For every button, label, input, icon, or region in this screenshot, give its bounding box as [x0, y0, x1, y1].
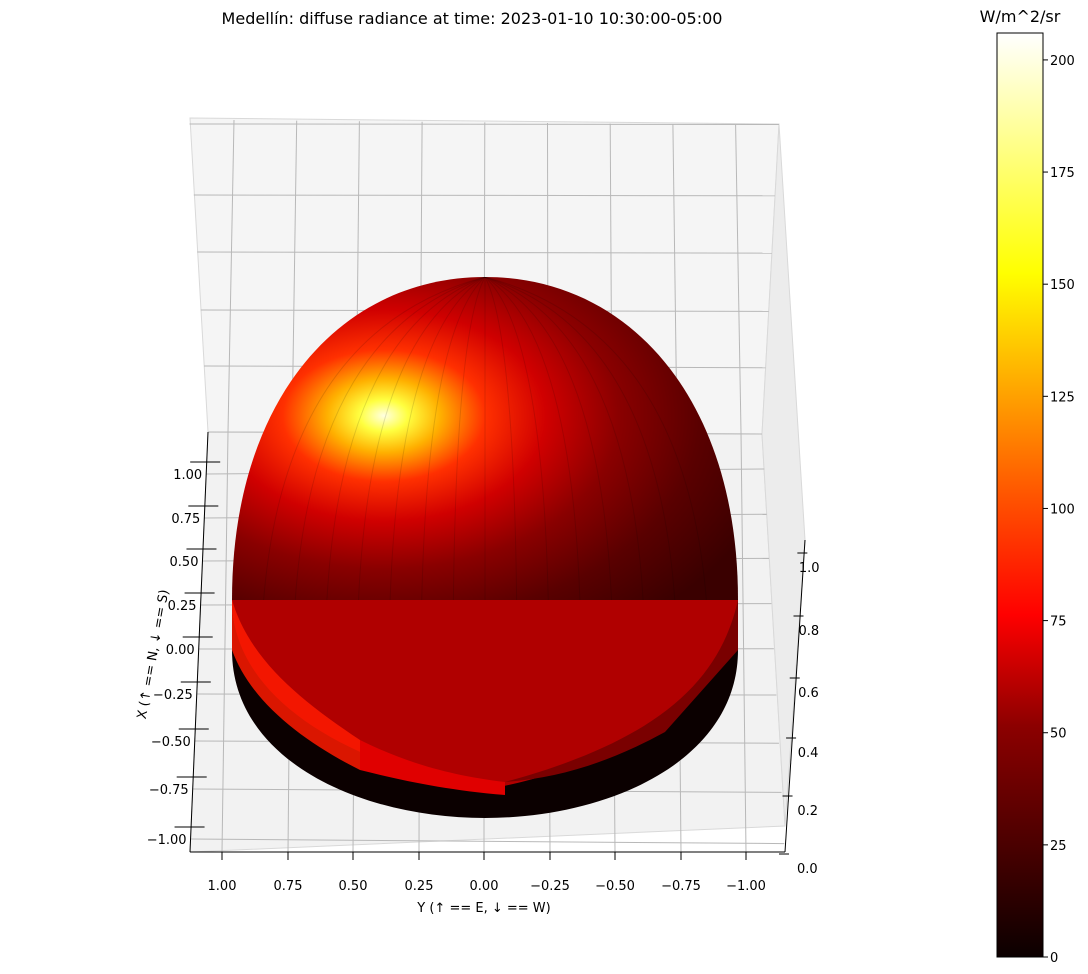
x-tick-label: 0.75 — [171, 512, 200, 527]
x-tick-label: 1.00 — [173, 468, 202, 483]
dome-meridian — [263, 277, 486, 600]
x-tick-label: −0.50 — [151, 735, 191, 750]
dome-meridian — [389, 277, 486, 600]
grid-line-y — [740, 431, 747, 853]
dome-meridian — [484, 277, 518, 600]
y-ticks: 1.00 0.75 0.50 0.25 0.00 −0.25 −0.50 −0.75 −1.00 — [208, 852, 766, 894]
grid-line-back — [735, 124, 742, 433]
y-axis-label: Y (↑ == E, ↓ == W) — [416, 901, 550, 916]
grid-line-back — [227, 119, 235, 433]
z-tick-label: 0.8 — [798, 624, 819, 639]
x-tick-label: 0.50 — [170, 555, 199, 570]
dome-meridian — [294, 277, 486, 600]
dome-meridian — [484, 277, 707, 600]
colorbar — [996, 32, 1044, 958]
y-tick-label: 0.50 — [339, 879, 368, 894]
x-tick-label: −0.25 — [153, 688, 193, 703]
dome-meridian — [484, 277, 644, 600]
colorbar-tick-label: 50 — [1050, 727, 1067, 742]
dome-meridian — [326, 277, 486, 600]
colorbar-tick-label: 0 — [1050, 951, 1058, 966]
x-tick-label: −1.00 — [147, 833, 187, 848]
y-tick-label: −0.25 — [530, 879, 570, 894]
grid-line-z — [193, 194, 776, 197]
y-tick-label: 0.25 — [405, 879, 434, 894]
grid-line-x — [190, 838, 785, 845]
z-tick-label: 0.2 — [797, 804, 818, 819]
dome-meridian — [484, 277, 612, 600]
colorbar-tick-label: 75 — [1050, 615, 1067, 630]
chart-title: Medellín: diffuse radiance at time: 2023… — [222, 9, 723, 28]
colorbar-tick-label: 125 — [1050, 390, 1075, 405]
colorbar-tick-label: 150 — [1050, 278, 1075, 293]
grid-line-z — [189, 123, 779, 125]
colorbar-tick-label: 25 — [1050, 839, 1067, 854]
colorbar-ticks: 0 25 50 75 100 125 150 175 200 — [1043, 54, 1075, 966]
x-tick-label: −0.75 — [149, 783, 189, 798]
z-tick-label: 0.4 — [798, 746, 819, 761]
dome-meridian — [484, 277, 549, 600]
colorbar-tick-label: 175 — [1050, 166, 1075, 181]
dome-lit-side — [232, 600, 360, 770]
grid-line-y — [221, 431, 229, 853]
z-tick-label: 0.6 — [798, 686, 819, 701]
axes — [189, 431, 806, 853]
y-tick-label: 0.00 — [470, 879, 499, 894]
z-ticks: 0.0 0.2 0.4 0.6 0.8 1.0 — [779, 552, 820, 877]
dome-meridian — [484, 277, 581, 600]
z-tick-label: 1.0 — [799, 561, 820, 576]
y-tick-label: −0.50 — [595, 879, 635, 894]
dome-meridian — [421, 277, 486, 600]
colorbar-tick-label: 200 — [1050, 54, 1075, 69]
z-tick-label: 0.0 — [797, 862, 818, 877]
z-axis-line — [784, 539, 806, 853]
x-axis-line — [189, 431, 209, 853]
x-ticks: 1.00 0.75 0.50 0.25 0.00 −0.25 −0.50 −0.75 −1.00 — [147, 461, 221, 848]
y-tick-label: −0.75 — [661, 879, 701, 894]
dome-meridian — [484, 277, 676, 600]
colorbar-tick-label: 100 — [1050, 502, 1075, 517]
y-tick-label: 0.75 — [274, 879, 303, 894]
y-tick-label: 1.00 — [208, 879, 237, 894]
dome-meridian — [358, 277, 486, 600]
x-tick-label: 0.00 — [166, 643, 195, 658]
y-tick-label: −1.00 — [726, 879, 766, 894]
x-tick-label: 0.25 — [168, 599, 197, 614]
dome-front-strip — [360, 740, 505, 795]
dome-shadow-side — [505, 600, 738, 782]
dome-meridian — [452, 277, 486, 600]
grid-line-z — [197, 251, 772, 254]
colorbar-title: W/m^2/sr — [980, 7, 1061, 26]
